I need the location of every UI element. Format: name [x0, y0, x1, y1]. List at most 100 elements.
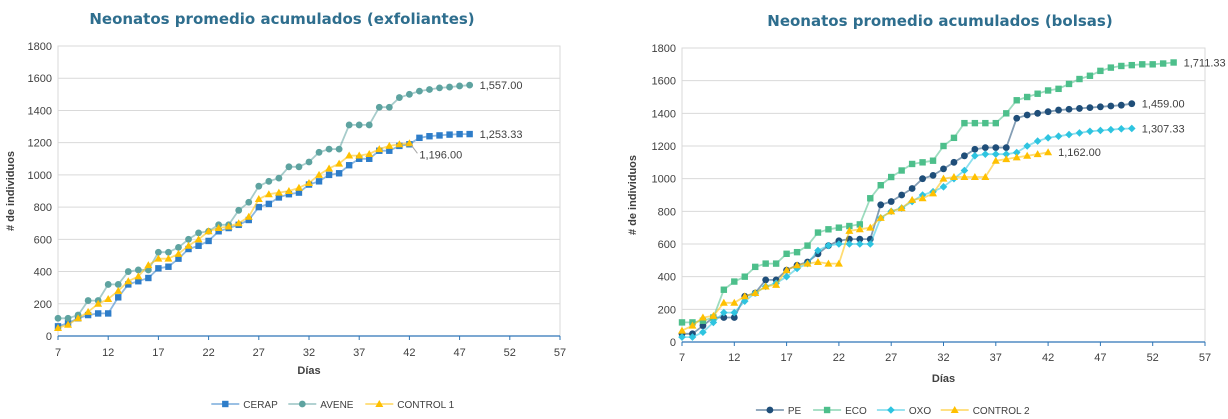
- data-point: [782, 272, 791, 281]
- data-point: [84, 307, 93, 315]
- data-point: [1055, 85, 1062, 93]
- data-point: [866, 223, 875, 231]
- data-point: [762, 260, 769, 267]
- data-point: [356, 155, 363, 162]
- data-point: [366, 155, 373, 162]
- data-point: [114, 281, 122, 288]
- series-control-2: 1,162.00: [678, 147, 1101, 334]
- data-point: [1012, 148, 1021, 157]
- data-point: [720, 308, 728, 317]
- data-point: [84, 311, 92, 319]
- data-point: [919, 175, 926, 183]
- data-point: [305, 178, 313, 186]
- data-point: [898, 191, 906, 199]
- data-point: [165, 263, 172, 270]
- data-point: [224, 222, 233, 230]
- data-point: [782, 266, 791, 274]
- data-point: [845, 240, 854, 248]
- data-point: [1012, 153, 1021, 161]
- data-label: 1,307.33: [1142, 123, 1185, 135]
- data-point: [971, 119, 979, 127]
- x-tick-label: 7: [55, 347, 61, 359]
- data-point: [185, 235, 192, 243]
- data-point: [255, 182, 263, 190]
- x-tick-label: 32: [303, 347, 315, 359]
- data-point: [54, 314, 62, 322]
- data-point: [783, 250, 790, 257]
- data-point: [184, 241, 193, 249]
- data-point: [436, 84, 443, 92]
- data-point: [1044, 148, 1053, 156]
- data-point: [114, 286, 123, 294]
- x-tick-label: 32: [937, 352, 949, 364]
- data-point: [145, 274, 152, 282]
- legend-label: CONTROL 2: [973, 406, 1030, 417]
- data-point: [285, 163, 293, 171]
- data-point: [688, 321, 697, 329]
- chart-title: Neonatos promedio acumulados (exfoliante…: [89, 10, 474, 28]
- data-point: [720, 314, 728, 321]
- data-point: [991, 156, 1000, 164]
- data-point: [264, 190, 273, 198]
- chart-title: Neonatos promedio acumulados (bolsas): [767, 12, 1112, 30]
- x-tick-label: 17: [152, 347, 164, 359]
- data-point: [856, 235, 864, 243]
- data-point: [1076, 75, 1083, 83]
- data-point: [1033, 150, 1042, 158]
- data-point: [1013, 97, 1020, 104]
- data-point: [1002, 150, 1011, 158]
- x-tick-label: 42: [1042, 352, 1054, 364]
- data-point: [255, 203, 262, 211]
- y-tick-label: 1600: [28, 73, 52, 85]
- data-point: [165, 248, 172, 256]
- data-point: [981, 150, 990, 158]
- data-point: [94, 310, 102, 317]
- data-point: [1139, 61, 1146, 68]
- data-point: [740, 292, 749, 300]
- data-point: [919, 159, 926, 166]
- data-point: [856, 240, 864, 248]
- legend-marker: [950, 406, 959, 413]
- data-point: [761, 282, 770, 290]
- data-point: [375, 145, 384, 153]
- data-point: [335, 159, 344, 167]
- y-tick-label: 200: [34, 299, 52, 311]
- data-point: [1065, 80, 1073, 88]
- data-point: [992, 144, 1000, 152]
- data-point: [235, 206, 243, 214]
- legend-item: OXO: [876, 406, 931, 417]
- data-point: [245, 216, 252, 224]
- data-point: [961, 119, 968, 127]
- legend-item: PE: [755, 406, 802, 417]
- series-avene: 1,557.00: [54, 80, 523, 322]
- data-point: [1086, 127, 1094, 136]
- data-point: [793, 248, 801, 256]
- legend-marker: [375, 400, 384, 407]
- chart-1: Neonatos promedio acumulados (exfoliante…: [5, 10, 566, 411]
- y-tick-label: 0: [670, 337, 676, 349]
- data-point: [960, 166, 969, 175]
- x-tick-label: 7: [679, 352, 685, 364]
- data-point: [1023, 93, 1031, 101]
- data-label: 1,557.00: [480, 80, 523, 92]
- data-point: [124, 268, 132, 275]
- x-tick-label: 47: [453, 347, 465, 359]
- data-point: [295, 163, 303, 171]
- data-point: [1159, 60, 1167, 67]
- data-point: [1023, 142, 1031, 150]
- data-point: [385, 141, 394, 149]
- series-line: [682, 127, 1132, 338]
- data-point: [855, 225, 864, 233]
- data-point: [355, 121, 363, 129]
- data-point: [1107, 64, 1115, 71]
- data-point: [814, 246, 822, 255]
- x-tick-label: 42: [403, 347, 415, 359]
- data-point: [1127, 124, 1136, 133]
- data-point: [856, 221, 864, 228]
- data-point: [940, 142, 947, 150]
- data-point: [1170, 59, 1177, 66]
- data-point: [416, 87, 423, 95]
- y-tick-label: 1800: [28, 41, 52, 53]
- data-point: [94, 299, 103, 307]
- data-point: [897, 204, 906, 212]
